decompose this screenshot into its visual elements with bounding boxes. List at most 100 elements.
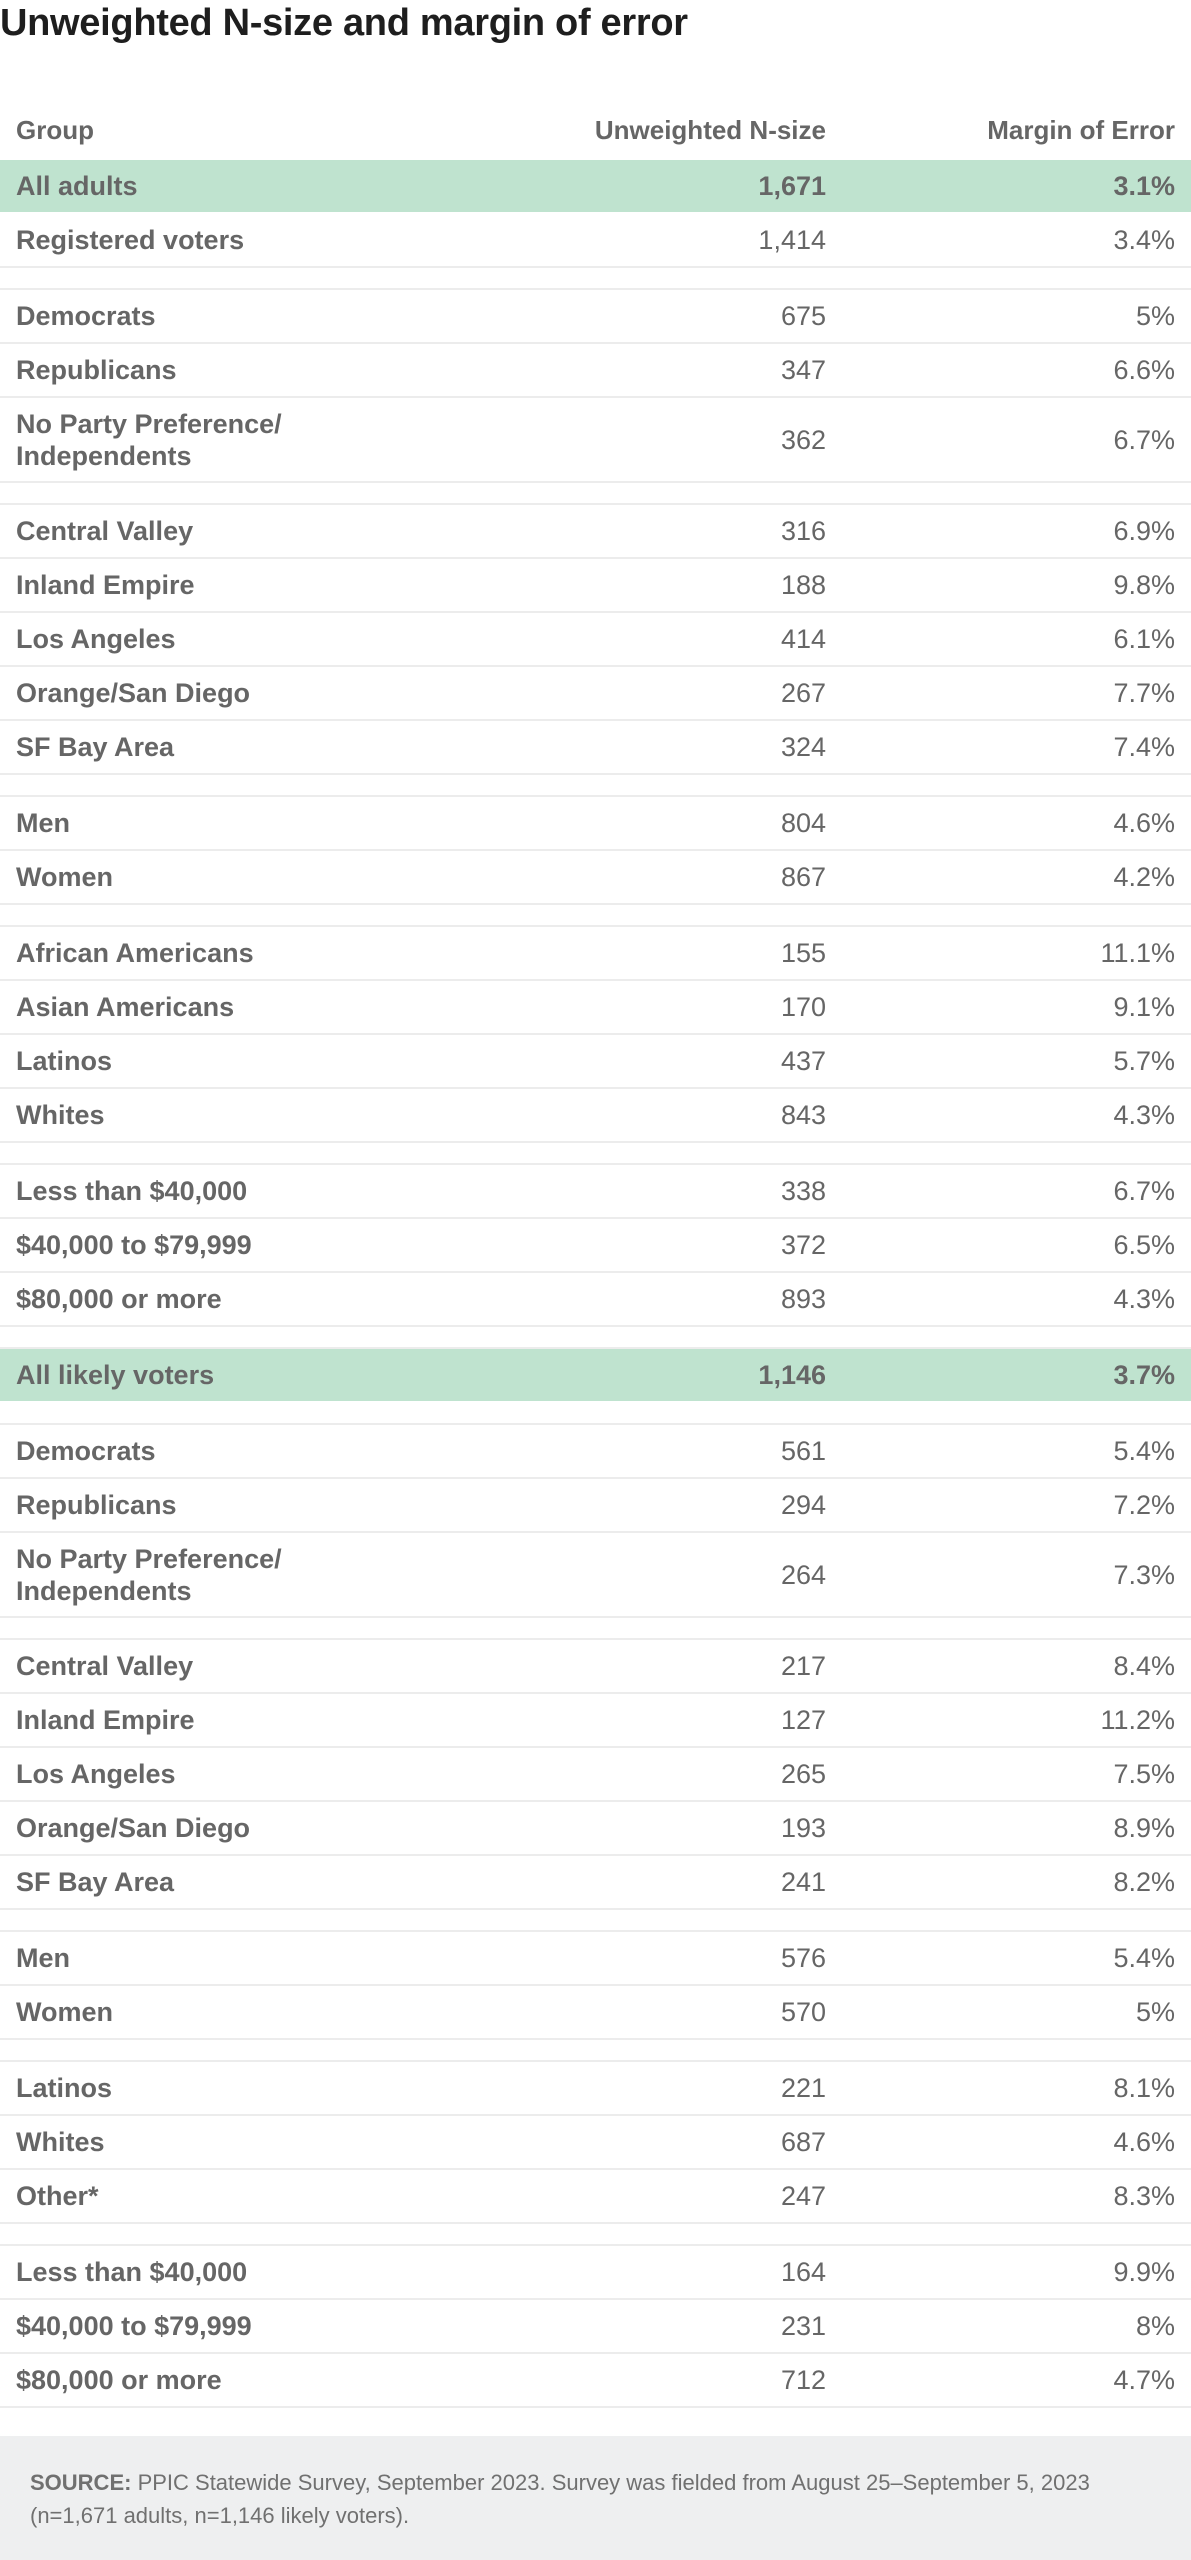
n-size-cell: 188 [560,558,842,613]
spacer-cell [0,774,1191,797]
table-row: Inland Empire 188 9.8% [0,558,1191,613]
source-note: SOURCE: PPIC Statewide Survey, September… [0,2436,1191,2560]
table-row: Less than $40,000 164 9.9% [0,2245,1191,2300]
spacer-cell [0,2223,1191,2246]
margin-of-error-cell: 3.1% [842,160,1191,214]
margin-of-error-cell: 11.2% [842,1693,1191,1748]
group-spacer [0,904,1191,927]
n-size-cell: 712 [560,2353,842,2408]
margin-of-error-cell: 9.8% [842,558,1191,613]
group-cell: Democrats [0,1424,560,1479]
n-size-cell: 347 [560,343,842,398]
header-row: Group Unweighted N-size Margin of Error [0,100,1191,160]
margin-of-error-cell: 5% [842,1985,1191,2040]
table-header: Group Unweighted N-size Margin of Error [0,100,1191,160]
margin-of-error-table-container: Group Unweighted N-size Margin of Error … [0,100,1191,2408]
n-size-cell: 164 [560,2245,842,2300]
table-body: All adults 1,671 3.1% Registered voters 1,41… [0,160,1191,2408]
table-row: Republicans 294 7.2% [0,1478,1191,1533]
margin-of-error-cell: 4.3% [842,1272,1191,1327]
table-row: $40,000 to $79,999 372 6.5% [0,1218,1191,1273]
source-label: SOURCE: [30,2470,132,2495]
table-row: $80,000 or more 712 4.7% [0,2353,1191,2408]
column-header-n-size: Unweighted N-size [594,114,826,145]
table-row: Registered voters 1,414 3.4% [0,213,1191,268]
group-cell: Women [0,1985,560,2040]
margin-of-error-cell: 8.9% [842,1801,1191,1856]
spacer-cell [0,267,1191,290]
margin-of-error-cell: 3.4% [842,213,1191,268]
margin-of-error-cell: 7.5% [842,1747,1191,1802]
table-row: Inland Empire 127 11.2% [0,1693,1191,1748]
group-cell: Asian Americans [0,980,560,1035]
margin-of-error-cell: 6.9% [842,504,1191,559]
group-cell: Orange/San Diego [0,1801,560,1856]
table-row: Latinos 221 8.1% [0,2061,1191,2116]
group-spacer [0,1909,1191,1932]
margin-of-error-cell: 4.6% [842,796,1191,851]
group-cell: Latinos [0,1034,560,1089]
margin-of-error-cell: 7.4% [842,720,1191,775]
group-cell: African Americans [0,926,560,981]
margin-of-error-cell: 6.5% [842,1218,1191,1273]
group-cell: $40,000 to $79,999 [0,1218,560,1273]
margin-of-error-cell: 6.1% [842,612,1191,667]
n-size-cell: 1,671 [560,160,842,214]
margin-of-error-cell: 8.4% [842,1639,1191,1694]
group-cell: Less than $40,000 [0,1164,560,1219]
group-cell: Central Valley [0,1639,560,1694]
n-size-cell: 170 [560,980,842,1035]
group-spacer [0,774,1191,797]
group-cell: No Party Preference/Independents [0,397,560,483]
n-size-cell: 1,414 [560,213,842,268]
n-size-cell: 675 [560,289,842,344]
group-cell: Whites [0,2115,560,2170]
table-row: Whites 687 4.6% [0,2115,1191,2170]
group-spacer [0,1326,1191,1349]
table-row: SF Bay Area 324 7.4% [0,720,1191,775]
n-size-cell: 265 [560,1747,842,1802]
n-size-cell: 231 [560,2299,842,2354]
group-spacer [0,2223,1191,2246]
margin-of-error-cell: 4.2% [842,850,1191,905]
margin-of-error-cell: 7.7% [842,666,1191,721]
table-row: Republicans 347 6.6% [0,343,1191,398]
group-cell: All likely voters [0,1348,560,1403]
margin-of-error-cell: 11.1% [842,926,1191,981]
table-row: Less than $40,000 338 6.7% [0,1164,1191,1219]
margin-of-error-cell: 6.7% [842,1164,1191,1219]
table-row-highlighted: All likely voters 1,146 3.7% [0,1348,1191,1403]
margin-of-error-cell: 8% [842,2299,1191,2354]
group-cell: $80,000 or more [0,1272,560,1327]
table-row: Central Valley 217 8.4% [0,1639,1191,1694]
group-cell: Latinos [0,2061,560,2116]
group-cell: Inland Empire [0,1693,560,1748]
n-size-cell: 316 [560,504,842,559]
group-cell: Men [0,796,560,851]
group-cell: Republicans [0,343,560,398]
margin-of-error-cell: 5.4% [842,1931,1191,1986]
margin-of-error-cell: 4.3% [842,1088,1191,1143]
group-spacer [0,267,1191,290]
spacer-cell [0,1402,1191,1425]
table-row: Orange/San Diego 193 8.9% [0,1801,1191,1856]
column-header-margin-of-error: Margin of Error [987,114,1175,145]
group-cell: $80,000 or more [0,2353,560,2408]
margin-of-error-cell: 5.4% [842,1424,1191,1479]
group-cell: Los Angeles [0,612,560,667]
table-row: Democrats 561 5.4% [0,1424,1191,1479]
n-size-cell: 362 [560,397,842,483]
group-cell: Men [0,1931,560,1986]
n-size-cell: 294 [560,1478,842,1533]
table-row: Women 867 4.2% [0,850,1191,905]
n-size-cell: 372 [560,1218,842,1273]
source-text: PPIC Statewide Survey, September 2023. S… [30,2470,1090,2528]
margin-of-error-cell: 7.2% [842,1478,1191,1533]
n-size-cell: 414 [560,612,842,667]
spacer-cell [0,1617,1191,1640]
margin-of-error-table: Group Unweighted N-size Margin of Error … [0,100,1191,2408]
table-row: Asian Americans 170 9.1% [0,980,1191,1035]
table-row: Men 576 5.4% [0,1931,1191,1986]
group-spacer [0,1142,1191,1165]
margin-of-error-cell: 9.9% [842,2245,1191,2300]
